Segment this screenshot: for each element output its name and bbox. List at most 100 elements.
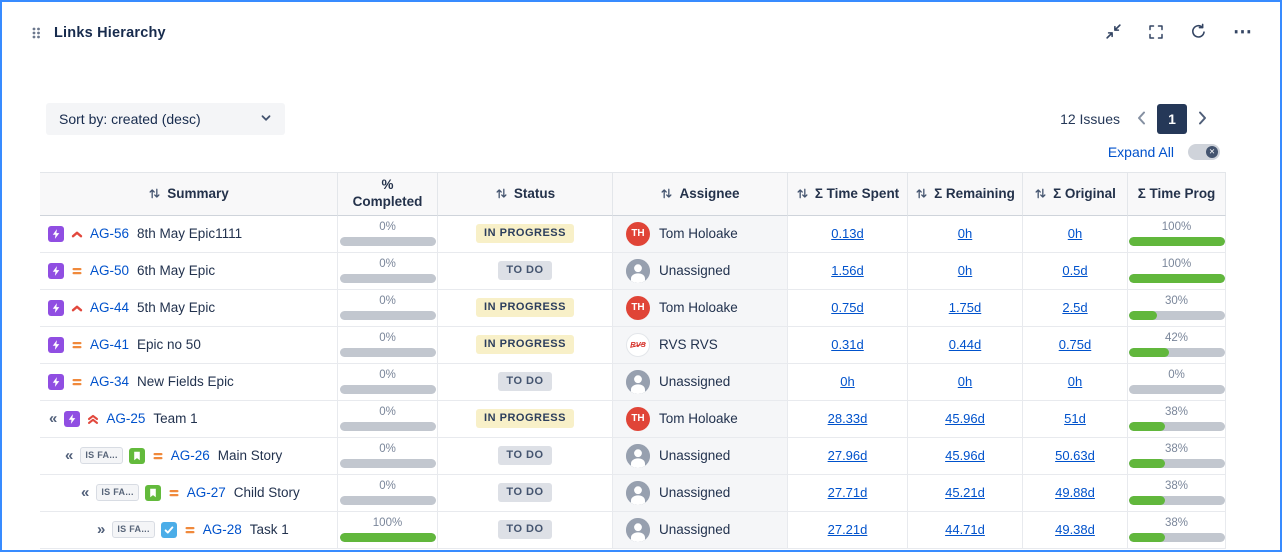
time-spent-link[interactable]: 27.71d	[827, 485, 868, 501]
completed-cell: 0%	[338, 326, 438, 364]
column-header-summary[interactable]: Summary	[40, 172, 338, 216]
issue-key-link[interactable]: AG-56	[90, 226, 130, 242]
time-cell: 49.88d	[1023, 474, 1128, 512]
collapse-row-button[interactable]: «	[49, 410, 58, 428]
collapse-row-button[interactable]: «	[65, 447, 74, 465]
time-spent-link[interactable]: 0h	[840, 374, 855, 390]
priority-medium-icon	[70, 375, 84, 389]
chevron-right-icon	[1198, 111, 1207, 128]
collapse-row-button[interactable]: «	[81, 484, 90, 502]
next-page-button[interactable]	[1195, 108, 1210, 131]
progress-bar	[339, 236, 436, 246]
sort-icon	[660, 187, 673, 200]
time-spent-link[interactable]: 0.13d	[831, 226, 864, 242]
progress-bar	[339, 273, 436, 283]
avatar: TH	[626, 406, 650, 431]
completed-cell: 100%	[338, 511, 438, 549]
issue-key-link[interactable]: AG-44	[90, 300, 130, 316]
table-header: Summary % Completed Status Assignee Σ Time S…	[40, 172, 1226, 216]
expand-all-toggle[interactable]: ✕	[1188, 144, 1220, 160]
status-badge: IN PROGRESS	[476, 298, 574, 318]
issue-key-link[interactable]: AG-27	[186, 485, 226, 501]
time-spent-link[interactable]: 27.21d	[827, 522, 868, 538]
column-header-status[interactable]: Status	[438, 172, 613, 216]
progress-percent-label: 0%	[379, 443, 396, 455]
time-spent-link[interactable]: 1.56d	[831, 263, 864, 279]
progress-bar-fill	[1128, 310, 1158, 320]
column-header-assignee[interactable]: Assignee	[613, 172, 788, 216]
time-original-link[interactable]: 2.5d	[1062, 300, 1088, 316]
time-remaining-link[interactable]: 0h	[957, 226, 973, 242]
time-progress-cell: 38%	[1128, 400, 1226, 438]
time-original-link[interactable]: 0.75d	[1058, 337, 1092, 353]
expand-row-button[interactable]: »	[97, 521, 106, 539]
priority-medium-icon	[151, 449, 165, 463]
summary-cell: AG-56 8th May Epic1111	[40, 215, 338, 253]
time-remaining-link[interactable]: 0h	[957, 263, 973, 279]
time-remaining-link[interactable]: 45.96d	[945, 411, 985, 427]
time-original-link[interactable]: 50.63d	[1055, 448, 1095, 464]
status-badge: TO DO	[498, 520, 552, 540]
sort-icon	[495, 187, 508, 200]
sort-icon	[1034, 187, 1047, 200]
progress-percent-label: 0%	[379, 221, 396, 233]
sort-by-dropdown[interactable]: Sort by: created (desc)	[46, 103, 285, 135]
issue-summary: Team 1	[153, 411, 198, 427]
time-remaining-link[interactable]: 44.71d	[945, 522, 985, 538]
time-spent-link[interactable]: 0.75d	[831, 300, 864, 316]
expand-all-row: Expand All ✕	[2, 144, 1280, 160]
time-original-link[interactable]: 49.38d	[1055, 522, 1095, 538]
issue-key-link[interactable]: AG-26	[170, 448, 210, 464]
issue-summary: Task 1	[249, 522, 289, 538]
time-cell: 0h	[788, 363, 908, 401]
epic-icon	[48, 373, 64, 390]
time-spent-link[interactable]: 0.31d	[831, 337, 864, 353]
epic-icon	[48, 225, 64, 242]
priority-highest-icon	[86, 412, 100, 426]
column-header-time-spent[interactable]: Σ Time Spent	[788, 172, 908, 216]
issue-key-link[interactable]: AG-41	[90, 337, 130, 353]
time-remaining-link[interactable]: 1.75d	[948, 300, 982, 316]
progress-bar-fill	[1128, 495, 1165, 505]
issue-key-link[interactable]: AG-25	[106, 411, 146, 427]
drag-handle-icon[interactable]	[30, 25, 42, 41]
time-remaining-link[interactable]: 45.96d	[945, 448, 985, 464]
issue-key-link[interactable]: AG-28	[202, 522, 242, 538]
assignee-name: Unassigned	[659, 374, 731, 390]
time-original-link[interactable]: 0h	[1067, 374, 1083, 390]
issue-key-link[interactable]: AG-50	[90, 263, 130, 279]
time-cell: 0.75d	[1023, 326, 1128, 364]
table-row: AG-44 5th May Epic 0% IN PROGRESS TH Tom Holo…	[40, 289, 1226, 327]
more-options-button[interactable]: ⋯	[1233, 22, 1252, 43]
refresh-button[interactable]	[1190, 23, 1207, 43]
assignee-cell: TH Tom Holoake	[613, 215, 788, 253]
current-page-button[interactable]: 1	[1157, 104, 1187, 134]
more-icon: ⋯	[1233, 22, 1252, 43]
time-original-link[interactable]: 0h	[1067, 226, 1083, 242]
time-cell: 1.75d	[908, 289, 1023, 327]
column-header-remaining[interactable]: Σ Remaining	[908, 172, 1023, 216]
time-remaining-link[interactable]: 0h	[957, 374, 973, 390]
status-badge: IN PROGRESS	[476, 224, 574, 244]
story-icon	[144, 484, 161, 501]
time-original-link[interactable]: 0.5d	[1062, 263, 1088, 279]
toggle-off-icon: ✕	[1206, 146, 1218, 158]
minimize-button[interactable]	[1105, 23, 1122, 43]
prev-page-button[interactable]	[1134, 108, 1149, 131]
issue-key-link[interactable]: AG-34	[90, 374, 130, 390]
time-remaining-link[interactable]: 45.21d	[945, 485, 985, 501]
summary-cell: AG-41 Epic no 50	[40, 326, 338, 364]
fullscreen-button[interactable]	[1148, 24, 1164, 43]
expand-all-link[interactable]: Expand All	[1107, 144, 1174, 160]
time-original-link[interactable]: 49.88d	[1055, 485, 1095, 501]
avatar	[626, 258, 650, 283]
column-header-original[interactable]: Σ Original	[1023, 172, 1128, 216]
time-spent-link[interactable]: 27.96d	[827, 448, 868, 464]
chevron-left-icon	[1137, 111, 1146, 128]
time-cell: 0.75d	[788, 289, 908, 327]
time-spent-link[interactable]: 28.33d	[827, 411, 868, 427]
time-remaining-link[interactable]: 0.44d	[948, 337, 982, 353]
time-original-link[interactable]: 51d	[1064, 411, 1086, 427]
status-badge: TO DO	[498, 261, 552, 281]
time-cell: 1.56d	[788, 252, 908, 290]
